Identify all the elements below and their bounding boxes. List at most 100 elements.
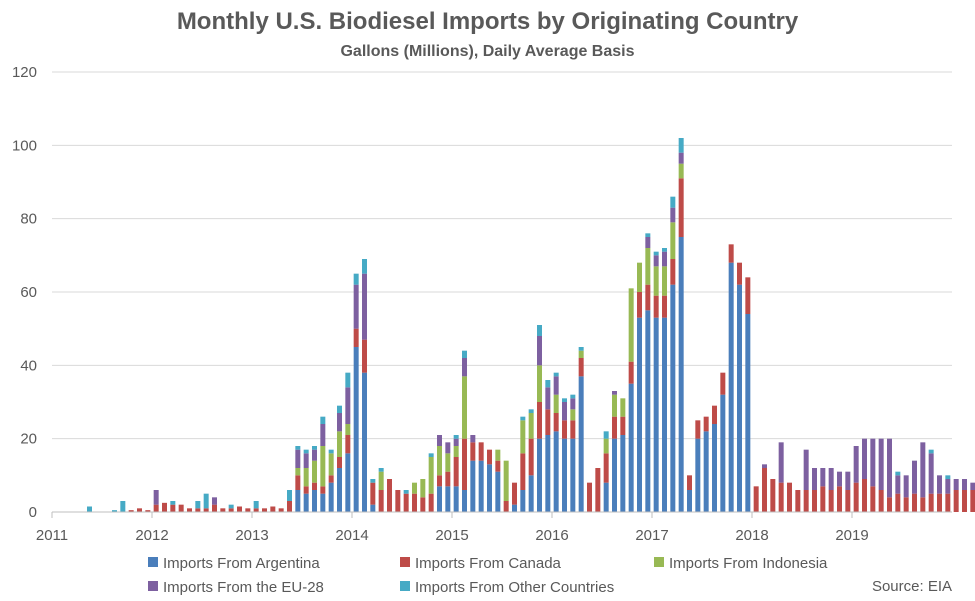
bar-segment (678, 152, 684, 164)
bar-segment (503, 460, 509, 501)
y-tick-label: 40 (20, 357, 37, 374)
bar-segment (187, 508, 192, 512)
bar-segment (612, 391, 617, 395)
bar-segment (603, 453, 609, 483)
bar-segment (337, 457, 342, 468)
bar-segment (228, 504, 234, 509)
bar-segment (737, 284, 742, 512)
bar-segment (128, 510, 134, 512)
bar-segment (670, 207, 676, 223)
bar-segment (778, 482, 784, 512)
bar-segment (528, 475, 534, 512)
bar-segment (228, 508, 234, 512)
bar-segment (320, 446, 326, 487)
bar-segment (870, 438, 876, 487)
y-tick-label: 60 (20, 284, 37, 301)
bar-segment (612, 416, 617, 439)
bar-segment (778, 442, 784, 483)
bar-segment (462, 376, 467, 439)
bar-segment (495, 460, 501, 472)
legend-swatch (400, 581, 410, 591)
bar-segment (345, 372, 351, 388)
bar-segment (820, 486, 826, 512)
bar-segment (570, 420, 576, 439)
legend-entry: Imports From Other Countries (415, 579, 614, 596)
bar-segment (670, 196, 676, 208)
bar-segment (878, 438, 884, 490)
bar-segment (478, 460, 484, 512)
bar-segment (912, 460, 917, 494)
bar-segment (853, 446, 859, 483)
bar-segment (712, 424, 717, 512)
bar-segment (903, 497, 909, 512)
bar-segment (703, 416, 709, 432)
bar-segment (945, 479, 951, 494)
bar-segment (312, 460, 317, 483)
axes: 0 20 40 60 80 100 120 2011 2012 2013 2014 2015 2016 2… (12, 64, 952, 544)
bar-segment (370, 479, 376, 483)
bar-segment (603, 482, 609, 512)
bar-segment (245, 508, 251, 512)
bar-segment (312, 449, 317, 461)
x-tick-label: 2015 (435, 527, 468, 544)
bar-segment (553, 431, 559, 512)
bar-segment (295, 490, 301, 512)
bar-segment (553, 372, 559, 377)
bar-segment (470, 435, 476, 443)
bar-segment (895, 493, 901, 512)
bar-segment (887, 497, 892, 512)
bar-segment (645, 284, 651, 311)
bar-segment (453, 446, 459, 457)
bar-segment (953, 490, 959, 512)
bar-segment (278, 508, 284, 512)
bar-segment (637, 292, 642, 318)
bar-segment (345, 424, 351, 435)
bar-segment (470, 460, 476, 512)
bar-segment (337, 431, 342, 457)
bar-segment (337, 405, 342, 413)
bar-segment (212, 497, 217, 505)
bar-segment (578, 376, 584, 512)
bar-segment (337, 413, 342, 432)
bar-segment (645, 237, 651, 248)
bar-segment (537, 365, 542, 402)
bar-segment (153, 490, 159, 505)
bar-segment (462, 490, 467, 512)
bar-segment (220, 508, 226, 512)
bar-segment (853, 482, 859, 512)
bar-segment (578, 350, 584, 358)
bar-segment (303, 486, 309, 494)
bar-segment (545, 380, 551, 388)
bar-segment (945, 493, 951, 512)
bar-segment (837, 486, 842, 512)
bar-segment (662, 266, 667, 296)
bar-segment (478, 442, 484, 461)
bar-segment (312, 446, 317, 450)
bar-segment (603, 431, 609, 439)
bar-segment (345, 435, 351, 454)
bar-segment (428, 493, 434, 512)
y-tick-label: 80 (20, 211, 37, 228)
bar-segment (812, 468, 817, 490)
bar-segment (320, 424, 326, 446)
bar-segment (953, 479, 959, 490)
bar-segment (512, 504, 517, 512)
bar-segment (437, 486, 442, 512)
bar-segment (812, 490, 817, 512)
bar-segment (678, 237, 684, 512)
bar-segment (120, 501, 126, 512)
bar-segment (362, 273, 367, 340)
bar-segment (828, 468, 834, 490)
bar-segment (553, 394, 559, 413)
bar-segment (337, 468, 342, 512)
bar-segment (745, 314, 751, 512)
bar-segment (203, 493, 209, 509)
bar-segment (145, 510, 151, 512)
bar-segment (845, 490, 851, 512)
bar-segment (670, 259, 676, 285)
bar-segment (362, 372, 367, 512)
bar-segment (928, 453, 934, 494)
bar-segment (820, 468, 826, 487)
bar-segment (403, 490, 409, 494)
legend-swatch (400, 557, 410, 567)
